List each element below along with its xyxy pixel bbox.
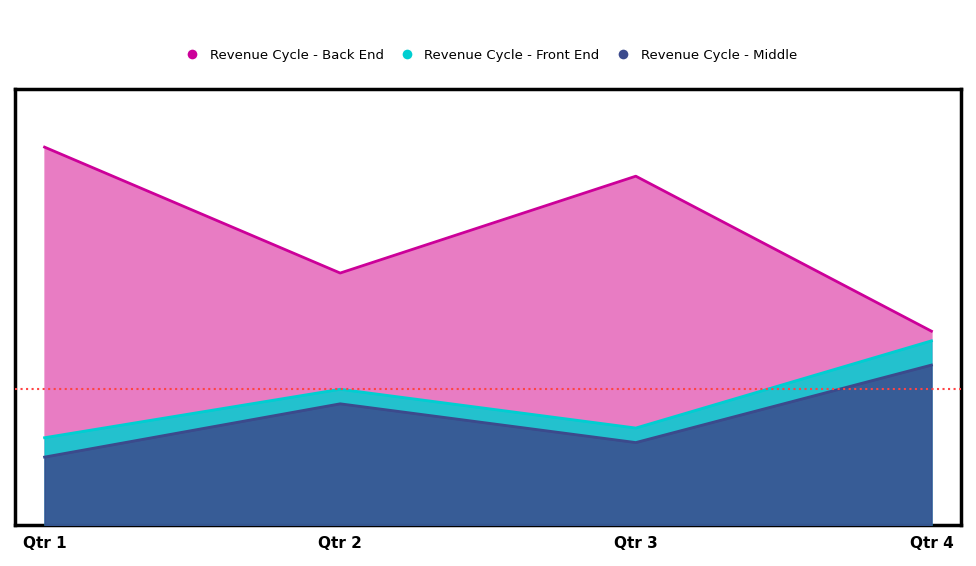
- Legend: Revenue Cycle - Back End, Revenue Cycle - Front End, Revenue Cycle - Middle: Revenue Cycle - Back End, Revenue Cycle …: [174, 43, 802, 67]
